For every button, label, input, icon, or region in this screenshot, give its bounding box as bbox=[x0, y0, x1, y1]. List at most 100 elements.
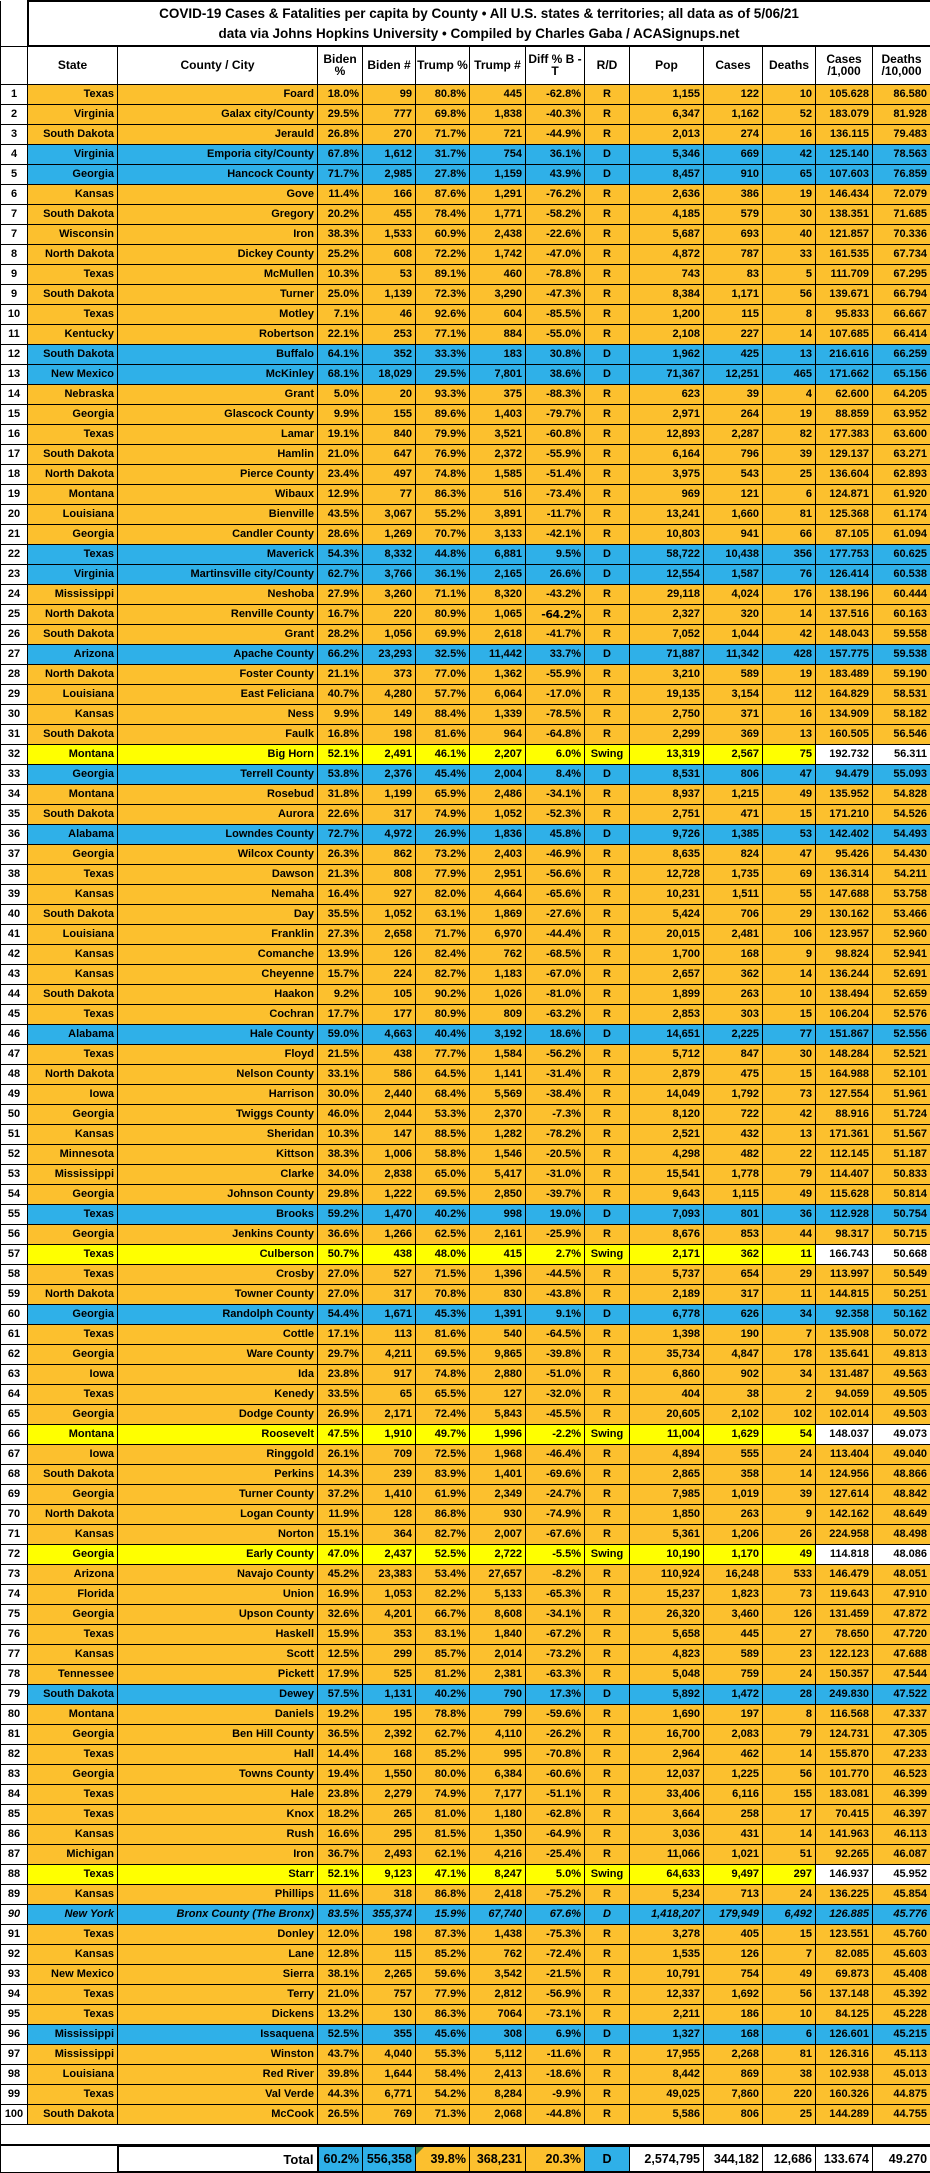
cell-rank: 50 bbox=[1, 1104, 28, 1124]
cell-rd: R bbox=[585, 184, 630, 204]
cell-deaths-per-10k: 78.563 bbox=[873, 144, 930, 164]
cell-rd: R bbox=[585, 444, 630, 464]
cell-deaths-per-10k: 47.522 bbox=[873, 1684, 930, 1704]
cell-biden-pct: 28.2% bbox=[318, 624, 363, 644]
cell-county: Twiggs County bbox=[118, 1104, 318, 1124]
title-line-1: COVID-19 Cases & Fatalities per capita b… bbox=[29, 4, 930, 24]
cell-deaths-per-10k: 50.162 bbox=[873, 1304, 930, 1324]
cell-deaths-per-10k: 49.563 bbox=[873, 1364, 930, 1384]
cell-trump-pct: 62.7% bbox=[416, 1724, 470, 1744]
cell-rank: 73 bbox=[1, 1564, 28, 1584]
cell-rd: D bbox=[585, 824, 630, 844]
cell-trump-pct: 82.2% bbox=[416, 1584, 470, 1604]
cell-biden-num: 2,985 bbox=[363, 164, 416, 184]
cell-rd: D bbox=[585, 1684, 630, 1704]
cell-county: Union bbox=[118, 1584, 318, 1604]
cell-rank: 77 bbox=[1, 1644, 28, 1664]
cell-trump-pct: 45.4% bbox=[416, 764, 470, 784]
cell-rd: R bbox=[585, 924, 630, 944]
cell-county: East Feliciana bbox=[118, 684, 318, 704]
cell-diff: 5.0% bbox=[526, 1864, 585, 1884]
cell-biden-num: 4,663 bbox=[363, 1024, 416, 1044]
cell-biden-num: 155 bbox=[363, 404, 416, 424]
cell-deaths: 14 bbox=[763, 1744, 816, 1764]
cell-diff: -38.4% bbox=[526, 1084, 585, 1104]
cell-diff: -24.7% bbox=[526, 1484, 585, 1504]
cell-biden-num: 608 bbox=[363, 244, 416, 264]
cell-biden-pct: 31.8% bbox=[318, 784, 363, 804]
cell-rank: 39 bbox=[1, 884, 28, 904]
cell-deaths: 11 bbox=[763, 1284, 816, 1304]
cell-biden-num: 115 bbox=[363, 1944, 416, 1964]
cell-diff: -32.0% bbox=[526, 1384, 585, 1404]
cell-diff: -78.5% bbox=[526, 704, 585, 724]
cell-cases: 1,735 bbox=[704, 864, 763, 884]
cell-cases-per-1k: 115.628 bbox=[816, 1184, 873, 1204]
cell-pop: 14,651 bbox=[630, 1024, 704, 1044]
cell-pop: 2,657 bbox=[630, 964, 704, 984]
cell-county: Haskell bbox=[118, 1624, 318, 1644]
cell-deaths-per-10k: 60.538 bbox=[873, 564, 930, 584]
cell-biden-pct: 11.6% bbox=[318, 1884, 363, 1904]
cell-rd: R bbox=[585, 864, 630, 884]
cell-diff: -34.1% bbox=[526, 1604, 585, 1624]
cell-cases-per-1k: 144.289 bbox=[816, 2104, 873, 2124]
col-header-county: County / City bbox=[118, 46, 318, 84]
cell-cases-per-1k: 69.873 bbox=[816, 1964, 873, 1984]
cell-deaths: 24 bbox=[763, 1884, 816, 1904]
cell-cases-per-1k: 164.829 bbox=[816, 684, 873, 704]
cell-trump-pct: 72.2% bbox=[416, 244, 470, 264]
cell-deaths: 30 bbox=[763, 204, 816, 224]
cell-biden-num: 527 bbox=[363, 1264, 416, 1284]
cell-state: Georgia bbox=[28, 1104, 118, 1124]
cell-county: Emporia city/County bbox=[118, 144, 318, 164]
cell-county: Ben Hill County bbox=[118, 1724, 318, 1744]
cell-cases: 1,044 bbox=[704, 624, 763, 644]
cell-cases-per-1k: 70.415 bbox=[816, 1804, 873, 1824]
cell-pop: 4,185 bbox=[630, 204, 704, 224]
cell-rd: R bbox=[585, 124, 630, 144]
cell-biden-num: 18,029 bbox=[363, 364, 416, 384]
cell-deaths: 76 bbox=[763, 564, 816, 584]
cell-rd: R bbox=[585, 404, 630, 424]
cell-cases: 1,171 bbox=[704, 284, 763, 304]
total-rd: D bbox=[585, 2146, 630, 2172]
cell-rank: 40 bbox=[1, 904, 28, 924]
cell-trump-num: 930 bbox=[470, 1504, 526, 1524]
cell-rd: R bbox=[585, 1464, 630, 1484]
cell-biden-pct: 14.4% bbox=[318, 1744, 363, 1764]
cell-diff: -68.5% bbox=[526, 944, 585, 964]
cell-cases: 1,472 bbox=[704, 1684, 763, 1704]
cell-state: Iowa bbox=[28, 1444, 118, 1464]
cell-rd: Swing bbox=[585, 744, 630, 764]
cell-trump-pct: 81.6% bbox=[416, 724, 470, 744]
cell-trump-num: 884 bbox=[470, 324, 526, 344]
cell-state: South Dakota bbox=[28, 344, 118, 364]
cell-rd: R bbox=[585, 424, 630, 444]
cell-deaths: 17 bbox=[763, 1804, 816, 1824]
cell-cases: 3,460 bbox=[704, 1604, 763, 1624]
cell-deaths-per-10k: 46.397 bbox=[873, 1804, 930, 1824]
cell-state: Texas bbox=[28, 1264, 118, 1284]
cell-deaths: 9 bbox=[763, 1504, 816, 1524]
cell-rank: 8 bbox=[1, 244, 28, 264]
cell-deaths: 19 bbox=[763, 664, 816, 684]
cell-trump-num: 830 bbox=[470, 1284, 526, 1304]
cell-biden-num: 166 bbox=[363, 184, 416, 204]
cell-rd: R bbox=[585, 1504, 630, 1524]
cell-deaths: 34 bbox=[763, 1364, 816, 1384]
cell-county: Jenkins County bbox=[118, 1224, 318, 1244]
cell-deaths: 36 bbox=[763, 1204, 816, 1224]
cell-county: Brooks bbox=[118, 1204, 318, 1224]
cell-rank: 7 bbox=[1, 224, 28, 244]
cell-state: Montana bbox=[28, 784, 118, 804]
cell-cases-per-1k: 134.909 bbox=[816, 704, 873, 724]
cell-biden-pct: 29.7% bbox=[318, 1344, 363, 1364]
cell-state: New Mexico bbox=[28, 364, 118, 384]
cell-pop: 10,231 bbox=[630, 884, 704, 904]
cell-pop: 2,299 bbox=[630, 724, 704, 744]
cell-cases: 10,438 bbox=[704, 544, 763, 564]
